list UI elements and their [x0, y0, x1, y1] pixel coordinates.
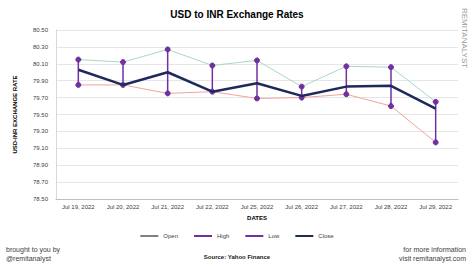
svg-text:Jul 19, 2022: Jul 19, 2022	[62, 204, 95, 210]
svg-text:Source: Yahoo Finance: Source: Yahoo Finance	[204, 254, 271, 260]
svg-text:Jul 21, 2022: Jul 21, 2022	[151, 204, 184, 210]
svg-text:brought to you by: brought to you by	[6, 246, 61, 254]
svg-text:DATES: DATES	[247, 215, 267, 221]
svg-text:79.50: 79.50	[33, 112, 49, 118]
svg-text:79.30: 79.30	[33, 128, 49, 134]
svg-text:USD to INR Exchange Rates: USD to INR Exchange Rates	[170, 9, 304, 20]
svg-text:for more information: for more information	[403, 246, 466, 253]
svg-text:Open: Open	[163, 233, 178, 239]
svg-text:80.30: 80.30	[33, 44, 49, 50]
svg-text:Close: Close	[318, 233, 334, 239]
svg-text:79.70: 79.70	[33, 95, 49, 101]
svg-text:80.50: 80.50	[33, 27, 49, 33]
svg-text:79.10: 79.10	[33, 145, 49, 151]
svg-text:78.70: 78.70	[33, 179, 49, 185]
svg-text:80.10: 80.10	[33, 61, 49, 67]
svg-text:Jul 26, 2022: Jul 26, 2022	[285, 204, 318, 210]
svg-text:USD-INR EXCHANGE RATE: USD-INR EXCHANGE RATE	[12, 75, 18, 153]
svg-text:79.90: 79.90	[33, 78, 49, 84]
svg-text:REMITANALYST: REMITANALYST	[460, 8, 469, 68]
svg-text:Jul 25, 2022: Jul 25, 2022	[241, 204, 274, 210]
svg-text:Jul 28, 2022: Jul 28, 2022	[375, 204, 408, 210]
svg-text:Low: Low	[268, 233, 280, 239]
svg-text:High: High	[217, 233, 229, 239]
svg-text:Jul 29, 2022: Jul 29, 2022	[419, 204, 452, 210]
svg-text:78.50: 78.50	[33, 196, 49, 202]
svg-text:Jul 22, 2022: Jul 22, 2022	[196, 204, 229, 210]
svg-text:Jul 27, 2022: Jul 27, 2022	[330, 204, 363, 210]
svg-text:Jul 20, 2022: Jul 20, 2022	[107, 204, 140, 210]
svg-text:@remitanalyst: @remitanalyst	[6, 255, 51, 263]
svg-text:visit remitanalyst.com: visit remitanalyst.com	[399, 255, 466, 263]
svg-text:78.90: 78.90	[33, 162, 49, 168]
